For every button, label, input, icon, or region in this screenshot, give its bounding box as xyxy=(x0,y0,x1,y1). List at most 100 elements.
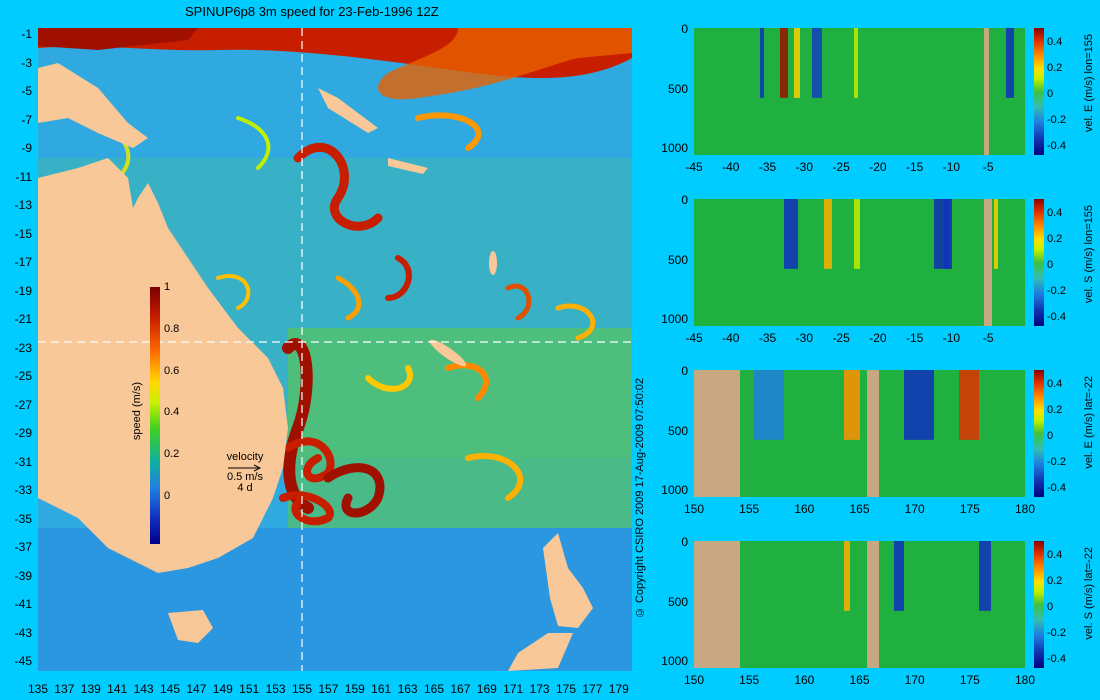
colorbar-tick-label: 1 xyxy=(164,281,171,293)
lat-tick-label: -23 xyxy=(14,340,32,355)
panel-colorbar-tick-label: 0.4 xyxy=(1047,549,1063,561)
panel-y-tick-label: 1000 xyxy=(661,483,688,497)
panel-x-tick-label: 165 xyxy=(849,673,870,687)
section-panel xyxy=(694,541,1025,668)
lon-tick-label: 165 xyxy=(423,682,445,696)
panel-colorbar-tick-label: 0 xyxy=(1047,88,1054,100)
panel-colorbar xyxy=(1034,199,1044,326)
lon-tick-label: 169 xyxy=(476,682,497,696)
lon-tick-label: 171 xyxy=(503,682,524,696)
section-stripe xyxy=(780,28,788,98)
speed-map[interactable] xyxy=(38,28,632,671)
panel-colorbar-tick-label: 0 xyxy=(1047,430,1054,442)
colorbar-label: speed (m/s) xyxy=(131,382,143,441)
panel-x-tick-label: -30 xyxy=(795,160,813,174)
panel-colorbar-tick-label: -0.4 xyxy=(1047,140,1066,152)
panel-x-tick-label: 150 xyxy=(683,673,705,687)
panel-x-tick-label: -10 xyxy=(942,331,961,345)
panel-y-tick-label: 0 xyxy=(681,364,688,378)
section-panel-canvas xyxy=(784,199,998,326)
panel-colorbar-label: vel. E (m/s) lat=-22 xyxy=(1083,376,1095,469)
panel-colorbar-label: vel. E (m/s) lon=155 xyxy=(1083,34,1095,133)
lat-tick-label: -3 xyxy=(21,55,32,70)
lat-tick-label: -11 xyxy=(15,169,32,184)
panel-y-tick-label: 0 xyxy=(681,22,688,36)
lon-tick-label: 173 xyxy=(529,682,550,696)
section-panel-canvas xyxy=(694,370,979,497)
lon-tick-label: 175 xyxy=(555,682,577,696)
section-stripe xyxy=(994,199,998,269)
lon-tick-label: 143 xyxy=(133,682,154,696)
section-stripe xyxy=(694,541,740,668)
section-stripe xyxy=(894,541,904,611)
lat-tick-label: -5 xyxy=(21,84,32,98)
section-stripe xyxy=(1006,28,1014,98)
colorbar-tick-label: 0.2 xyxy=(164,448,180,461)
panel-colorbar-tick-label: -0.2 xyxy=(1047,456,1066,468)
lat-tick-label: -17 xyxy=(14,255,32,269)
colorbar-tick-label: 0.8 xyxy=(164,322,180,335)
copyright-text: © Copyright CSIRO 2009 17-Aug-2009 07:50… xyxy=(634,378,646,619)
section-stripe xyxy=(867,370,879,497)
panel-colorbar-tick-label: -0.4 xyxy=(1047,653,1066,665)
lat-tick-label: -37 xyxy=(14,540,32,554)
panel-colorbar-tick-label: 0.4 xyxy=(1047,36,1063,48)
panel-y-tick-label: 1000 xyxy=(661,654,688,668)
panel-x-tick-label: -10 xyxy=(942,160,961,174)
lat-tick-label: -15 xyxy=(14,226,32,241)
lat-tick-label: -9 xyxy=(21,141,32,155)
panel-x-tick-label: -20 xyxy=(869,331,887,345)
lat-tick-label: -7 xyxy=(21,112,32,127)
panel-x-tick-label: -15 xyxy=(905,331,924,345)
panel-y-tick-label: 500 xyxy=(667,252,688,267)
panel-x-tick-label: 170 xyxy=(904,502,925,516)
colorbar-tick-label: 0.6 xyxy=(164,364,180,377)
section-stripe xyxy=(854,199,860,269)
section-stripe xyxy=(754,370,784,440)
section-stripe xyxy=(794,28,800,98)
panel-x-tick-label: -30 xyxy=(795,331,813,345)
section-stripe xyxy=(959,370,979,440)
panel-x-tick-label: 165 xyxy=(849,502,870,516)
panel-x-tick-label: -40 xyxy=(722,331,740,345)
lon-tick-label: 153 xyxy=(265,682,286,696)
panel-y-tick-label: 1000 xyxy=(661,141,688,155)
panel-x-tick-label: 155 xyxy=(739,502,760,516)
panel-colorbar-tick-label: 0.2 xyxy=(1047,233,1063,245)
lon-tick-label: 177 xyxy=(582,682,603,696)
lat-tick-label: -29 xyxy=(14,426,32,440)
lon-tick-label: 163 xyxy=(397,682,418,696)
lon-tick-label: 167 xyxy=(450,682,471,696)
lon-tick-label: 179 xyxy=(608,682,629,696)
velocity-key: velocity 0.5 m/s 4 d xyxy=(220,452,270,494)
panel-x-tick-label: -35 xyxy=(758,160,777,174)
panel-y-tick-label: 500 xyxy=(667,423,688,438)
velocity-key-label: velocity xyxy=(226,451,264,463)
speed-colorbar xyxy=(150,287,160,544)
lon-tick-label: 145 xyxy=(159,682,181,696)
panel-colorbar-tick-label: 0 xyxy=(1047,601,1054,613)
panel-colorbar-tick-label: -0.2 xyxy=(1047,285,1066,297)
velocity-key-duration: 4 d xyxy=(237,482,253,494)
lat-tick-label: -25 xyxy=(14,369,32,383)
panel-colorbar-tick-label: 0.2 xyxy=(1047,404,1063,416)
section-panel xyxy=(694,370,1025,497)
lat-tick-label: -33 xyxy=(14,483,32,497)
speed-map-canvas xyxy=(38,28,632,671)
velocity-arrow-icon xyxy=(228,464,262,472)
section-stripe xyxy=(984,28,989,155)
section-stripe xyxy=(904,370,934,440)
lon-tick-label: 151 xyxy=(239,682,260,696)
lat-tick-label: -27 xyxy=(14,397,32,412)
lat-tick-label: -39 xyxy=(14,568,32,583)
panel-y-tick-label: 1000 xyxy=(661,312,688,326)
panel-colorbar xyxy=(1034,541,1044,668)
section-stripe xyxy=(844,370,860,440)
section-panel-canvas xyxy=(760,28,1014,155)
section-panel-canvas xyxy=(694,541,991,668)
panel-y-tick-label: 500 xyxy=(667,594,688,609)
panel-colorbar-tick-label: -0.2 xyxy=(1047,627,1066,639)
panel-colorbar-tick-label: 0 xyxy=(1047,259,1054,271)
panel-x-tick-label: -25 xyxy=(832,160,850,174)
panel-x-tick-label: -15 xyxy=(905,160,924,174)
